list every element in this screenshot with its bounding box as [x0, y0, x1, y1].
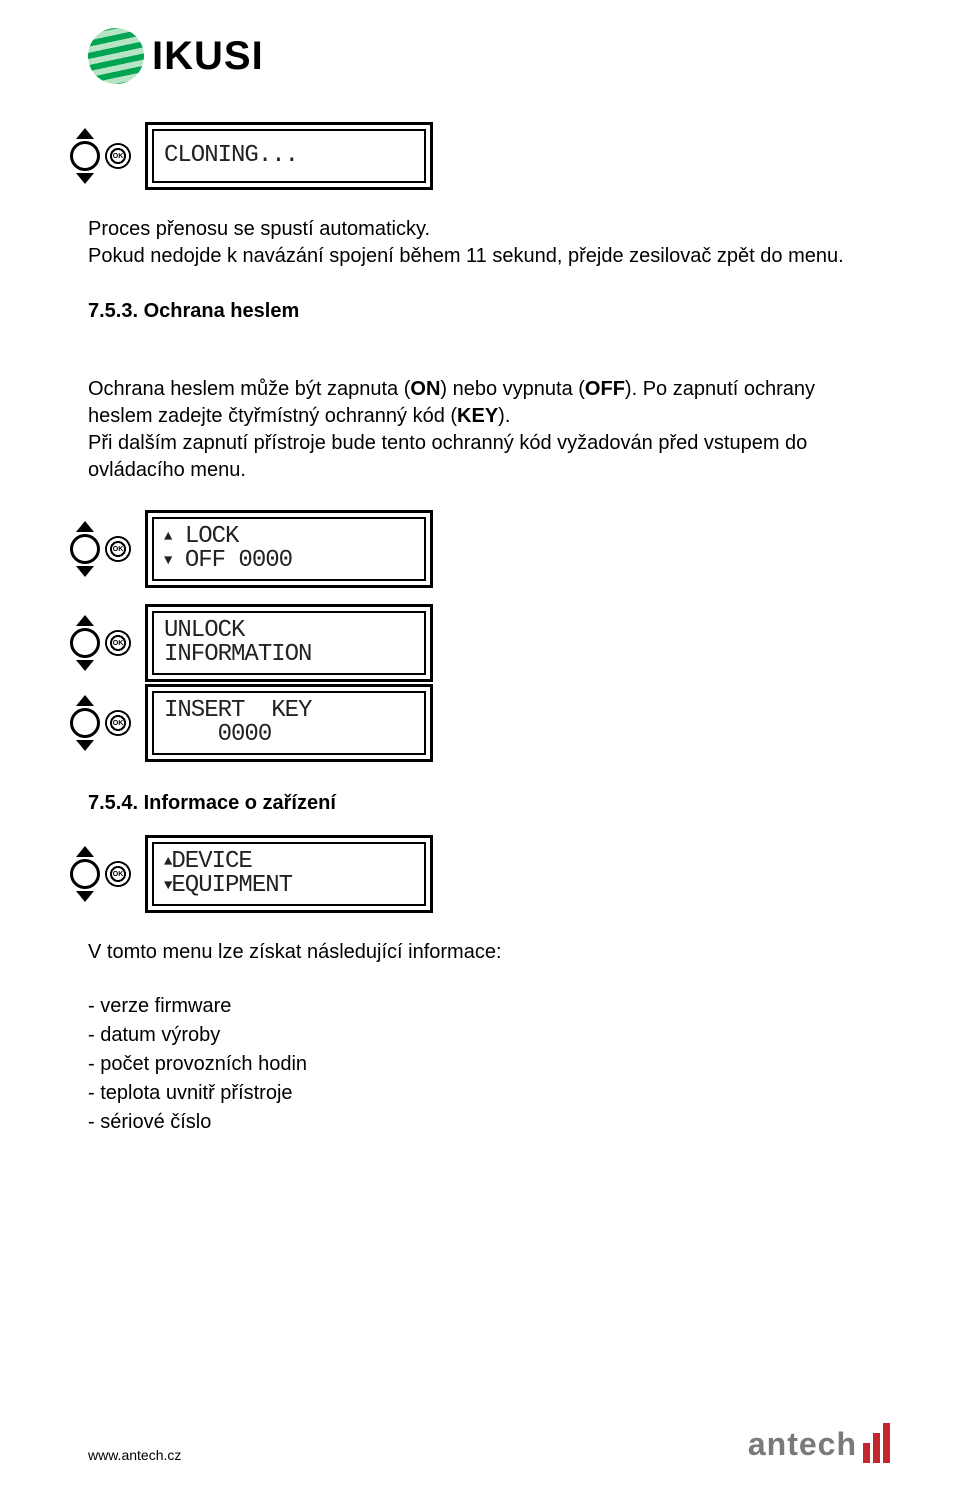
ok-button-icon: OK — [105, 710, 131, 736]
lcd-line: ▼ OFF 0000 — [164, 549, 414, 573]
list-item: - sériové číslo — [88, 1108, 872, 1137]
lcd-line: UNLOCK — [164, 619, 414, 643]
dial-icon — [70, 859, 100, 889]
lcd-screen: ▲ LOCK ▼ OFF 0000 — [145, 510, 433, 588]
chevron-up-icon — [76, 846, 94, 857]
antech-bars-icon — [863, 1423, 890, 1463]
chevron-down-icon — [76, 891, 94, 902]
chevron-up-icon — [76, 128, 94, 139]
lcd-line: INSERT KEY — [164, 699, 414, 723]
ok-button-icon: OK — [105, 861, 131, 887]
lcd-row-unlock: OK UNLOCK INFORMATION — [70, 604, 872, 682]
list-item: - teplota uvnitř přístroje — [88, 1079, 872, 1108]
ok-button-icon: OK — [105, 143, 131, 169]
dial-group: OK — [70, 846, 131, 902]
dial-icon — [70, 534, 100, 564]
heading-754: 7.5.4. Informace o zařízení — [88, 792, 872, 815]
lcd-line: ▲DEVICE — [164, 850, 414, 874]
lcd-line: 0000 — [164, 723, 414, 747]
dial-group: OK — [70, 128, 131, 184]
chevron-down-icon — [76, 660, 94, 671]
chevron-up-icon — [76, 695, 94, 706]
footer-url: www.antech.cz — [88, 1447, 181, 1463]
lcd-screen: ▲DEVICE ▼EQUIPMENT — [145, 835, 433, 913]
antech-brand-text: antech — [748, 1426, 857, 1463]
list-item: - datum výroby — [88, 1021, 872, 1050]
logo-brand-text: IKUSI — [152, 34, 264, 79]
chevron-down-icon — [76, 173, 94, 184]
dial-icon — [70, 628, 100, 658]
lcd-screen: UNLOCK INFORMATION — [145, 604, 433, 682]
list-item: - verze firmware — [88, 992, 872, 1021]
lcd-row-lock: OK ▲ LOCK ▼ OFF 0000 — [70, 510, 872, 588]
chevron-down-icon — [76, 566, 94, 577]
lcd-screen: INSERT KEY 0000 — [145, 684, 433, 762]
info-bullet-list: - verze firmware - datum výroby - počet … — [88, 992, 872, 1137]
dial-group: OK — [70, 521, 131, 577]
heading-title: Ochrana heslem — [144, 300, 300, 322]
heading-num: 7.5.4. — [88, 792, 138, 814]
lcd-line: INFORMATION — [164, 643, 414, 667]
dial-group: OK — [70, 695, 131, 751]
antech-logo: antech — [748, 1423, 890, 1463]
lcd-screen: CLONING... — [145, 122, 433, 190]
brand-logo: IKUSI — [88, 28, 872, 84]
paragraph-info-intro: V tomto menu lze získat následující info… — [88, 939, 872, 966]
lcd-line: ▲ LOCK — [164, 525, 414, 549]
page-footer: www.antech.cz antech — [88, 1423, 890, 1463]
chevron-up-icon — [76, 521, 94, 532]
ok-button-icon: OK — [105, 536, 131, 562]
dial-icon — [70, 708, 100, 738]
heading-num: 7.5.3. — [88, 300, 138, 322]
list-item: - počet provozních hodin — [88, 1050, 872, 1079]
lcd-row-insertkey: OK INSERT KEY 0000 — [70, 684, 872, 762]
logo-orb-icon — [88, 28, 144, 84]
dial-icon — [70, 141, 100, 171]
heading-title: Informace o zařízení — [144, 792, 336, 814]
lcd-line: CLONING... — [164, 144, 414, 168]
paragraph-process: Proces přenosu se spustí automaticky. Po… — [88, 216, 872, 270]
lcd-line: ▼EQUIPMENT — [164, 874, 414, 898]
dial-group: OK — [70, 615, 131, 671]
heading-753: 7.5.3. Ochrana heslem — [88, 300, 872, 323]
paragraph-lock-desc: Ochrana heslem může být zapnuta (ON) neb… — [88, 349, 872, 484]
ok-button-icon: OK — [105, 630, 131, 656]
chevron-up-icon — [76, 615, 94, 626]
lcd-row-device: OK ▲DEVICE ▼EQUIPMENT — [70, 835, 872, 913]
lcd-row-cloning: OK CLONING... — [70, 122, 872, 190]
chevron-down-icon — [76, 740, 94, 751]
